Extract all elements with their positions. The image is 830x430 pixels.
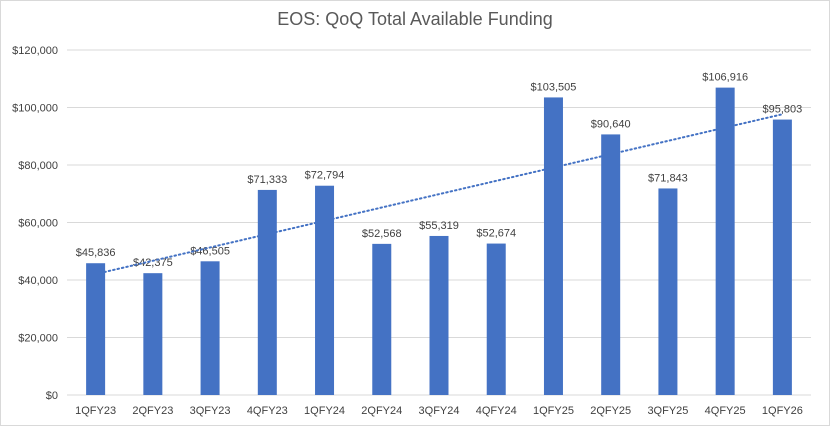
data-label: $103,505 bbox=[531, 81, 577, 93]
bar bbox=[315, 185, 335, 395]
x-tick-label: 2QFY25 bbox=[590, 405, 631, 417]
y-tick-label: $80,000 bbox=[18, 160, 58, 172]
x-tick-label: 4QFY24 bbox=[476, 405, 517, 417]
data-label: $90,640 bbox=[591, 118, 631, 130]
y-tick-label: $20,000 bbox=[18, 333, 58, 345]
bar bbox=[86, 263, 106, 395]
x-tick-label: 1QFY24 bbox=[304, 405, 345, 417]
bar bbox=[143, 273, 163, 395]
bar bbox=[772, 119, 792, 395]
y-tick-label: $0 bbox=[46, 390, 58, 402]
x-tick-label: 2QFY23 bbox=[132, 405, 173, 417]
bar bbox=[486, 243, 506, 395]
x-tick-label: 1QFY23 bbox=[75, 405, 116, 417]
bar bbox=[715, 87, 735, 395]
y-tick-label: $60,000 bbox=[18, 218, 58, 230]
data-label: $72,794 bbox=[305, 170, 345, 182]
x-tick-label: 1QFY25 bbox=[533, 405, 574, 417]
data-label: $95,803 bbox=[763, 104, 803, 116]
bar bbox=[372, 243, 392, 395]
data-label: $71,333 bbox=[247, 174, 287, 186]
data-label: $55,319 bbox=[419, 220, 459, 232]
x-tick-label: 3QFY25 bbox=[647, 405, 688, 417]
chart-title: EOS: QoQ Total Available Funding bbox=[277, 9, 553, 29]
x-tick-label: 4QFY23 bbox=[247, 405, 288, 417]
bar bbox=[658, 188, 678, 395]
bar bbox=[200, 261, 220, 395]
x-tick-label: 1QFY26 bbox=[762, 405, 803, 417]
y-tick-label: $40,000 bbox=[18, 275, 58, 287]
x-tick-label: 2QFY24 bbox=[361, 405, 402, 417]
data-label: $45,836 bbox=[76, 247, 116, 259]
x-tick-label: 3QFY23 bbox=[190, 405, 231, 417]
x-tick-label: 4QFY25 bbox=[705, 405, 746, 417]
data-label: $42,375 bbox=[133, 257, 173, 269]
bar bbox=[429, 235, 449, 395]
trendline bbox=[94, 113, 784, 276]
y-tick-label: $120,000 bbox=[12, 45, 58, 57]
bar bbox=[601, 134, 621, 395]
bar bbox=[257, 189, 277, 395]
data-label: $106,916 bbox=[702, 72, 748, 84]
y-tick-label: $100,000 bbox=[12, 103, 58, 115]
data-label: $52,674 bbox=[476, 228, 516, 240]
data-label: $52,568 bbox=[362, 228, 402, 240]
data-label: $46,505 bbox=[190, 245, 230, 257]
bar bbox=[543, 97, 563, 395]
x-tick-label: 3QFY24 bbox=[419, 405, 460, 417]
data-label: $71,843 bbox=[648, 172, 688, 184]
